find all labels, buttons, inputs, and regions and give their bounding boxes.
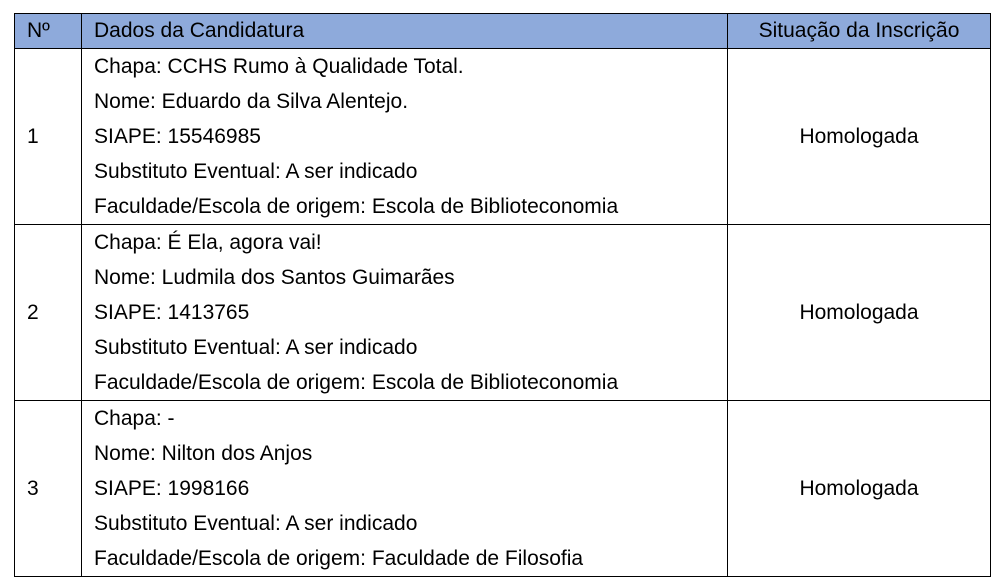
candidacy-data-cell: Chapa: É Ela, agora vai! Nome: Ludmila do… — [81, 224, 728, 401]
siape-line: SIAPE: 15546985 — [94, 125, 261, 148]
candidacy-table: Nº Dados da Candidatura Situação da Insc… — [14, 13, 991, 577]
row-number: 1 — [14, 48, 82, 225]
substitute-line: Substituto Eventual: A ser indicado — [94, 336, 418, 359]
siape-line: SIAPE: 1998166 — [94, 477, 250, 500]
header-candidacy-data: Dados da Candidatura — [81, 13, 728, 49]
name-line: Nome: Nilton dos Anjos — [94, 442, 313, 465]
status-cell: Homologada — [727, 224, 991, 401]
substitute-line: Substituto Eventual: A ser indicado — [94, 512, 418, 535]
row-number: 3 — [14, 400, 82, 577]
candidacy-data-cell: Chapa: CCHS Rumo à Qualidade Total. Nome:… — [81, 48, 728, 225]
origin-line: Faculdade/Escola de origem: Escola de Bi… — [94, 371, 619, 394]
table-row: 1 Chapa: CCHS Rumo à Qualidade Total. Nome… — [14, 48, 991, 225]
candidacy-data-cell: Chapa: - Nome: Nilton dos Anjos SIAPE: 199… — [81, 400, 728, 577]
origin-line: Faculdade/Escola de origem: Escola de Bi… — [94, 195, 619, 218]
header-registration-status: Situação da Inscrição — [727, 13, 991, 49]
siape-line: SIAPE: 1413765 — [94, 301, 250, 324]
chapa-line: Chapa: CCHS Rumo à Qualidade Total. — [94, 55, 464, 78]
chapa-line: Chapa: - — [94, 407, 175, 430]
name-line: Nome: Ludmila dos Santos Guimarães — [94, 266, 455, 289]
table-row: 3 Chapa: - Nome: Nilton dos Anjos SIAPE: 19… — [14, 400, 991, 577]
header-number: Nº — [14, 13, 82, 49]
row-number: 2 — [14, 224, 82, 401]
substitute-line: Substituto Eventual: A ser indicado — [94, 160, 418, 183]
origin-line: Faculdade/Escola de origem: Faculdade de… — [94, 547, 584, 570]
name-line: Nome: Eduardo da Silva Alentejo. — [94, 90, 409, 113]
table-row: 2 Chapa: É Ela, agora vai! Nome: Ludmila d… — [14, 224, 991, 401]
status-cell: Homologada — [727, 400, 991, 577]
table-header-row: Nº Dados da Candidatura Situação da Insc… — [14, 13, 991, 49]
status-cell: Homologada — [727, 48, 991, 225]
chapa-line: Chapa: É Ela, agora vai! — [94, 231, 322, 254]
